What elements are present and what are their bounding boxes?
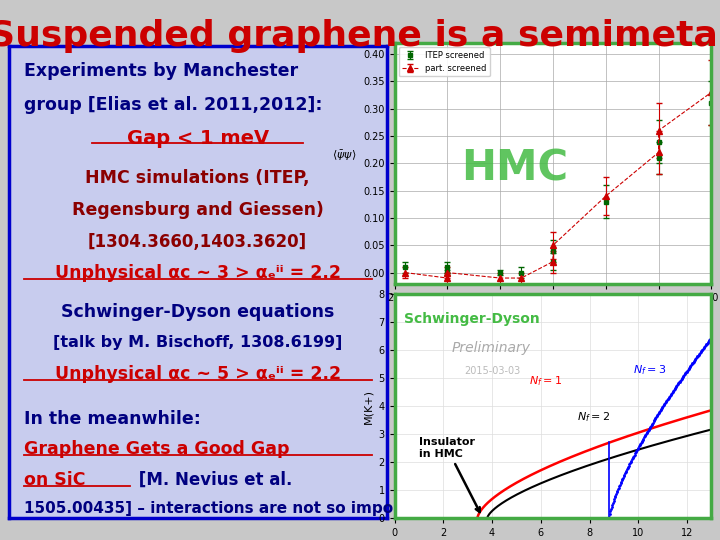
Text: Graphene Gets a Good Gap: Graphene Gets a Good Gap <box>24 441 289 458</box>
Text: Gap < 1 meV: Gap < 1 meV <box>127 129 269 147</box>
Text: $N_f = 1$: $N_f = 1$ <box>528 374 562 388</box>
Text: group [Elias et al. 2011,2012]:: group [Elias et al. 2011,2012]: <box>24 96 323 113</box>
Text: Preliminary: Preliminary <box>451 341 531 355</box>
Text: [talk by M. Bischoff, 1308.6199]: [talk by M. Bischoff, 1308.6199] <box>53 335 342 350</box>
Text: [1304.3660,1403.3620]: [1304.3660,1403.3620] <box>88 233 307 251</box>
Text: HMC simulations (ITEP,: HMC simulations (ITEP, <box>86 168 310 187</box>
Y-axis label: $\langle\bar\psi\psi\rangle$: $\langle\bar\psi\psi\rangle$ <box>332 149 356 163</box>
Text: Schwinger-Dyson: Schwinger-Dyson <box>404 312 540 326</box>
Text: Suspended graphene is a semimetal: Suspended graphene is a semimetal <box>0 19 720 53</box>
Text: 2015-03-03: 2015-03-03 <box>464 366 521 376</box>
Text: HMC: HMC <box>462 147 569 189</box>
Text: $N_f = 2$: $N_f = 2$ <box>577 410 611 424</box>
Text: Unphysical αᴄ ~ 3 > αₑⁱⁱ = 2.2: Unphysical αᴄ ~ 3 > αₑⁱⁱ = 2.2 <box>55 264 341 282</box>
Text: 1505.00435] – interactions are not so important…: 1505.00435] – interactions are not so im… <box>24 501 451 516</box>
Text: Unphysical αᴄ ~ 5 > αₑⁱⁱ = 2.2: Unphysical αᴄ ~ 5 > αₑⁱⁱ = 2.2 <box>55 365 341 383</box>
Text: [M. Nevius et al.: [M. Nevius et al. <box>133 471 293 489</box>
Text: on SiC: on SiC <box>24 471 85 489</box>
Legend: ITEP screened, part. screened: ITEP screened, part. screened <box>399 48 490 76</box>
Text: Schwinger-Dyson equations: Schwinger-Dyson equations <box>61 303 334 321</box>
Text: Experiments by Manchester: Experiments by Manchester <box>24 63 298 80</box>
X-axis label: $\alpha_{eff}$: $\alpha_{eff}$ <box>541 309 564 322</box>
Y-axis label: M(K+): M(K+) <box>363 389 373 424</box>
Text: Regensburg and Giessen): Regensburg and Giessen) <box>72 201 323 219</box>
Text: Insulator
in HMC: Insulator in HMC <box>419 437 480 512</box>
Text: $N_f = 3$: $N_f = 3$ <box>634 363 667 376</box>
Text: In the meanwhile:: In the meanwhile: <box>24 410 201 428</box>
